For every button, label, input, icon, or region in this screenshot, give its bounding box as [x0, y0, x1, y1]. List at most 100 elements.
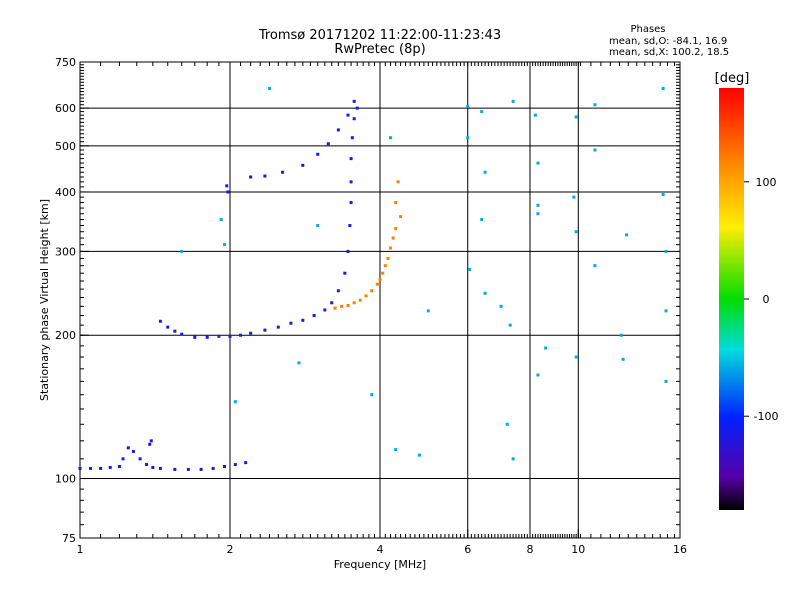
data-point-s0-14	[199, 467, 203, 471]
data-point-s3-18	[483, 291, 487, 295]
data-point-s3-44	[664, 379, 668, 383]
data-point-s2-9	[381, 271, 385, 275]
data-point-s1-35	[249, 175, 253, 179]
data-point-s3-12	[466, 104, 470, 108]
data-point-s1-15	[323, 308, 327, 312]
data-point-s1-32	[301, 163, 305, 167]
data-point-s1-26	[352, 99, 356, 103]
data-point-s3-7	[370, 393, 374, 397]
data-point-s1-7	[228, 334, 232, 338]
data-point-s0-3	[108, 465, 112, 469]
data-point-s3-23	[511, 457, 515, 461]
stats-o-line: mean, sd,O: -84.1, 16.9	[609, 36, 727, 47]
data-point-s1-21	[349, 201, 353, 205]
data-point-s2-0	[333, 306, 337, 310]
data-point-s0-20	[149, 439, 153, 443]
data-point-s2-16	[394, 201, 398, 205]
data-point-s0-9	[145, 463, 149, 467]
x-tick-label-8: 8	[527, 543, 534, 556]
data-point-s1-0	[158, 319, 162, 323]
data-point-s1-31	[316, 152, 320, 156]
data-point-s3-2	[223, 243, 227, 247]
data-point-s1-2	[173, 329, 177, 333]
data-point-s3-16	[480, 218, 484, 222]
data-point-s3-31	[574, 115, 578, 119]
data-point-s2-4	[358, 298, 362, 302]
data-point-s2-10	[383, 264, 387, 268]
data-point-s1-16	[330, 301, 334, 305]
data-point-s3-13	[466, 136, 470, 140]
data-point-s3-19	[499, 304, 503, 308]
data-point-s0-7	[131, 449, 135, 453]
data-point-s1-19	[346, 249, 350, 253]
data-point-s3-24	[533, 113, 537, 117]
data-point-s3-28	[536, 373, 540, 377]
y-tick-label-750: 750	[55, 56, 76, 69]
y-tick-label-75: 75	[62, 532, 76, 545]
data-point-s3-3	[233, 400, 237, 404]
data-point-s3-34	[593, 103, 597, 107]
data-point-s1-27	[355, 106, 359, 110]
data-point-s1-29	[336, 128, 340, 132]
data-point-s2-11	[386, 256, 390, 260]
data-point-s1-18	[343, 271, 347, 275]
data-point-s1-22	[349, 180, 353, 184]
x-tick-label-1: 1	[77, 543, 84, 556]
data-point-s3-35	[593, 148, 597, 152]
colorbar-label: [deg]	[715, 71, 750, 86]
data-point-s1-12	[289, 321, 293, 325]
data-point-s3-29	[544, 346, 548, 350]
data-point-s3-27	[536, 212, 540, 216]
data-point-s3-30	[572, 195, 576, 199]
y-tick-label-100: 100	[55, 473, 76, 486]
data-point-s0-8	[138, 457, 142, 461]
data-point-s3-40	[661, 86, 665, 90]
data-point-s3-20	[505, 422, 509, 426]
data-point-s1-25	[352, 117, 356, 121]
data-point-s0-19	[148, 442, 152, 446]
data-point-s1-28	[346, 113, 350, 117]
x-tick-label-10: 10	[571, 543, 585, 556]
data-point-s3-39	[625, 233, 629, 237]
data-point-s1-8	[239, 333, 243, 337]
data-point-s0-15	[211, 466, 215, 470]
y-tick-label-400: 400	[55, 186, 76, 199]
colorbar-tick-label-100: 100	[756, 176, 777, 189]
data-point-s1-20	[348, 224, 352, 228]
grid-lines	[80, 62, 680, 538]
data-point-s0-16	[223, 464, 227, 468]
data-point-s2-17	[396, 180, 400, 184]
data-point-s3-38	[621, 357, 625, 361]
data-point-s3-26	[536, 203, 540, 207]
data-point-s1-13	[301, 318, 305, 322]
x-axis-label: Frequency [MHz]	[334, 558, 426, 571]
stats-header: Phases	[630, 24, 665, 35]
data-point-s3-14	[468, 267, 472, 271]
data-point-s1-30	[326, 142, 330, 146]
data-point-s0-5	[121, 457, 125, 461]
data-point-s2-5	[364, 294, 368, 298]
data-point-s3-11	[426, 309, 430, 313]
data-point-s2-3	[352, 301, 356, 305]
data-point-s1-33	[281, 170, 285, 174]
data-point-s3-32	[574, 230, 578, 234]
colorbar-ticks: 100 0 -100	[744, 176, 778, 423]
x-tick-label-4: 4	[377, 543, 384, 556]
y-tick-label-200: 200	[55, 329, 76, 342]
data-point-s1-5	[205, 335, 209, 339]
data-point-s0-6	[126, 446, 130, 450]
y-tick-label-500: 500	[55, 140, 76, 153]
data-point-s1-3	[180, 332, 184, 336]
data-point-s2-2	[346, 303, 350, 307]
data-point-s3-22	[511, 99, 515, 103]
data-point-s3-21	[508, 323, 512, 327]
data-point-s1-17	[336, 289, 340, 293]
data-point-s2-14	[394, 227, 398, 231]
colorbar-tick-label-0: 0	[763, 293, 770, 306]
data-point-s1-36	[226, 190, 230, 194]
data-point-s0-4	[117, 464, 121, 468]
data-point-s1-11	[276, 325, 280, 329]
data-point-s0-2	[99, 466, 103, 470]
data-point-s1-10	[263, 328, 267, 332]
